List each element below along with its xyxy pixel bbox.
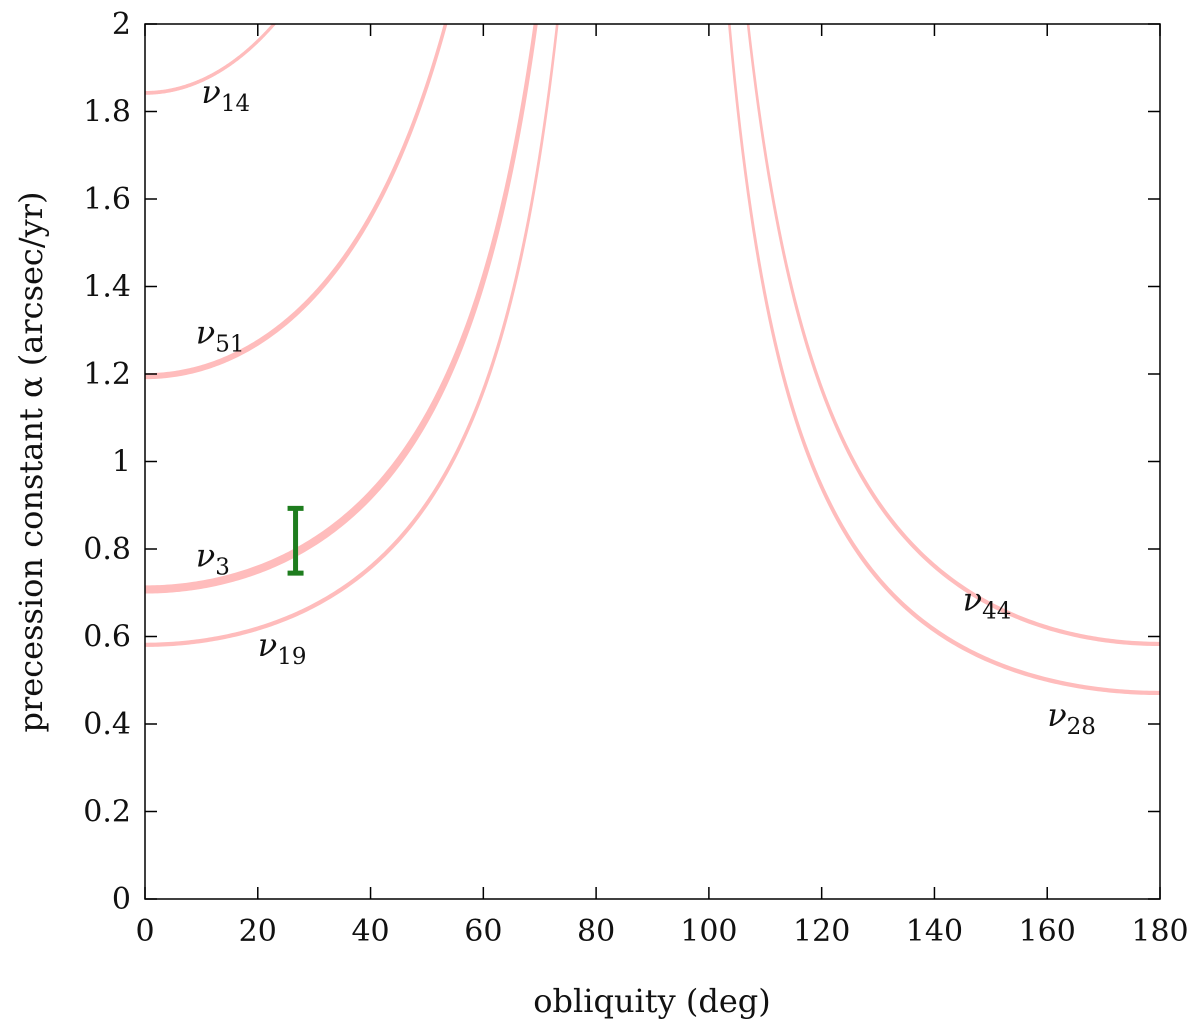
y-tick-label: 2	[112, 7, 131, 42]
resonance-band-3	[145, 24, 538, 594]
x-tick-label: 40	[351, 914, 389, 949]
x-tick-label: 0	[135, 914, 154, 949]
y-tick-label: 0.2	[83, 795, 131, 830]
resonance-label-19: ν19	[258, 626, 307, 670]
resonance-label-symbol: ν	[196, 537, 215, 575]
y-tick-label: 0.6	[83, 620, 131, 655]
x-tick-label: 160	[1019, 914, 1076, 949]
y-tick-label: 0	[112, 882, 131, 917]
resonance-label-subscript: 51	[215, 331, 244, 357]
resonance-label-51: ν51	[196, 313, 245, 357]
resonance-label-44: ν44	[963, 580, 1012, 624]
resonance-band-19	[145, 24, 559, 647]
y-tick-label: 1	[112, 445, 131, 480]
y-tick-label: 0.8	[83, 532, 131, 567]
resonance-band-51	[145, 24, 448, 380]
x-tick-label: 80	[577, 914, 615, 949]
x-tick-label: 180	[1131, 914, 1188, 949]
resonance-label-subscript: 3	[215, 555, 230, 581]
x-tick-label: 120	[793, 914, 850, 949]
y-tick-label: 0.4	[83, 707, 131, 742]
resonance-label-symbol: ν	[963, 580, 982, 618]
x-tick-label: 140	[906, 914, 963, 949]
resonance-label-symbol: ν	[196, 313, 215, 351]
y-tick-label: 1.8	[83, 95, 131, 130]
resonance-label-symbol: ν	[1047, 696, 1066, 734]
resonance-label-symbol: ν	[258, 626, 277, 664]
resonance-band-14	[145, 24, 276, 95]
resonance-label-symbol: ν	[201, 73, 220, 111]
x-tick-label: 100	[680, 914, 737, 949]
resonance-label-28: ν28	[1047, 696, 1096, 740]
resonance-label-subscript: 14	[221, 91, 250, 117]
error-bar-group	[287, 505, 304, 576]
resonance-label-14: ν14	[201, 73, 250, 117]
resonance-label-3: ν3	[196, 537, 230, 581]
axis-ticks: 0 20 40 60 80 100 120 140 160 180 0 0.2 0.4 0.6 0.8 1 1.…	[83, 7, 1188, 949]
x-tick-label: 20	[239, 914, 277, 949]
resonance-band-28	[728, 24, 1160, 696]
resonance-band-44	[746, 24, 1160, 647]
resonance-bands	[145, 24, 1160, 696]
resonance-label-subscript: 44	[982, 598, 1011, 624]
x-axis-title: obliquity (deg)	[533, 982, 771, 1020]
y-tick-label: 1.2	[83, 357, 131, 392]
y-axis-title: precession constant α (arcsec/yr)	[12, 192, 50, 733]
x-tick-label: 60	[464, 914, 502, 949]
y-tick-label: 1.6	[83, 182, 131, 217]
y-tick-label: 1.4	[83, 270, 131, 305]
resonance-label-subscript: 19	[277, 644, 306, 670]
resonance-label-subscript: 28	[1067, 714, 1096, 740]
plot-frame	[144, 23, 1161, 900]
